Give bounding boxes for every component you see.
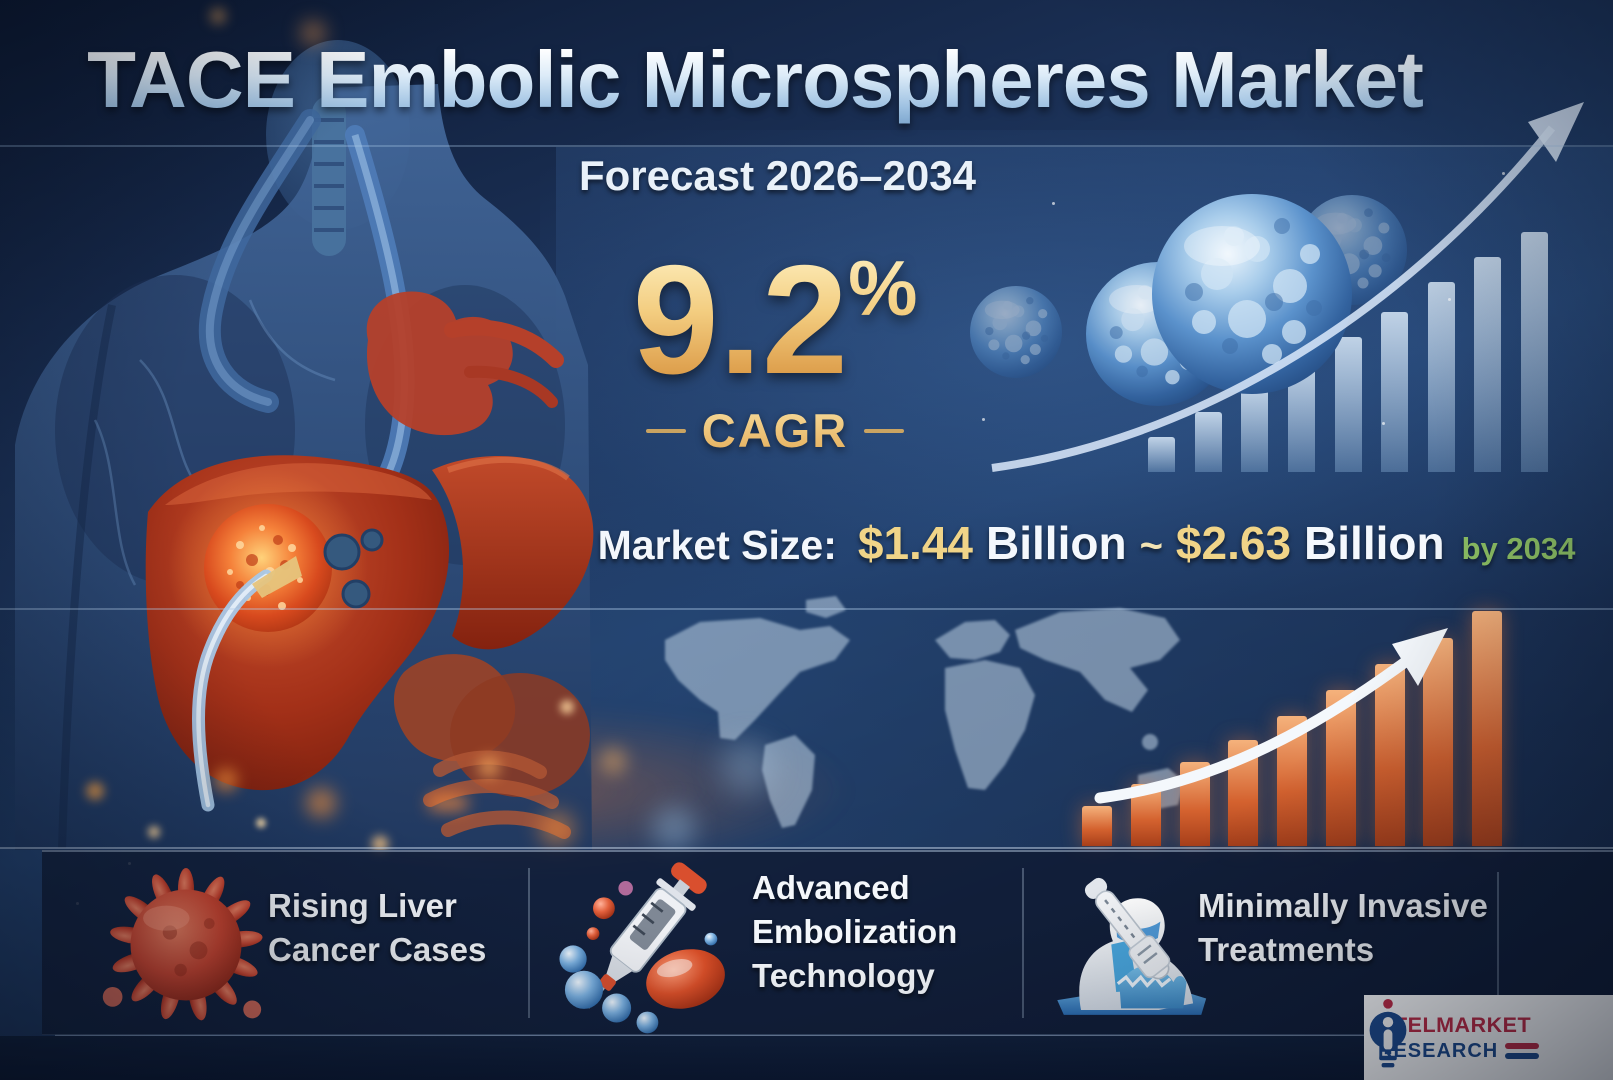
- market-size-qualifier: by 2034: [1461, 531, 1576, 566]
- market-size-start-value: $1.44: [857, 517, 974, 569]
- intelmarket-research-logo[interactable]: NTELMARKET RESEARCH: [1364, 995, 1613, 1080]
- feature-label-minimally-invasive: Minimally Invasive Treatments: [1198, 887, 1488, 969]
- microspheres-illustration: [970, 194, 1407, 406]
- page-title: TACE Embolic Microspheres Market: [60, 36, 1450, 124]
- feature-divider-1: [528, 868, 530, 1018]
- surgeon-icon: [1057, 877, 1207, 1015]
- tilde-separator: ~: [1139, 524, 1163, 568]
- market-size-statement: Market Size: $1.44 Billion ~ $2.63 Billi…: [560, 516, 1613, 570]
- feature-label-advanced-embolization: Advanced Embolization Technology: [752, 869, 958, 995]
- cagr-label: CAGR: [701, 404, 849, 457]
- cancer-cell-icon: [102, 868, 263, 1021]
- band-bottom-line: [0, 847, 1613, 849]
- market-size-label: Market Size:: [597, 522, 837, 568]
- band-top-line: [0, 608, 1613, 610]
- cagr-dash-left: [645, 428, 686, 433]
- cagr-value: 9.2%: [560, 242, 990, 397]
- feature-divider-2: [1022, 868, 1024, 1018]
- feature-label-rising-liver-cancer: Rising Liver Cancer Cases: [268, 887, 487, 969]
- title-divider-line: [0, 145, 1613, 147]
- forecast-subtitle: Forecast 2026–2034: [579, 152, 976, 199]
- feature-divider-3: [1497, 872, 1499, 1000]
- lightbulb-i-icon: [1369, 999, 1407, 1068]
- logo-flag-bars-icon: [1505, 1043, 1540, 1059]
- syringe-microspheres-icon: [559, 862, 725, 1034]
- market-size-end-value: $2.63: [1175, 517, 1292, 569]
- orange-zone-growth-arrow: [1094, 628, 1448, 804]
- cagr-dash-right: [864, 428, 905, 433]
- cagr-stat: 9.2% CAGR: [560, 242, 990, 458]
- market-size-start-unit: Billion: [986, 517, 1127, 569]
- percent-sign: %: [848, 244, 918, 332]
- market-size-end-unit: Billion: [1304, 517, 1445, 569]
